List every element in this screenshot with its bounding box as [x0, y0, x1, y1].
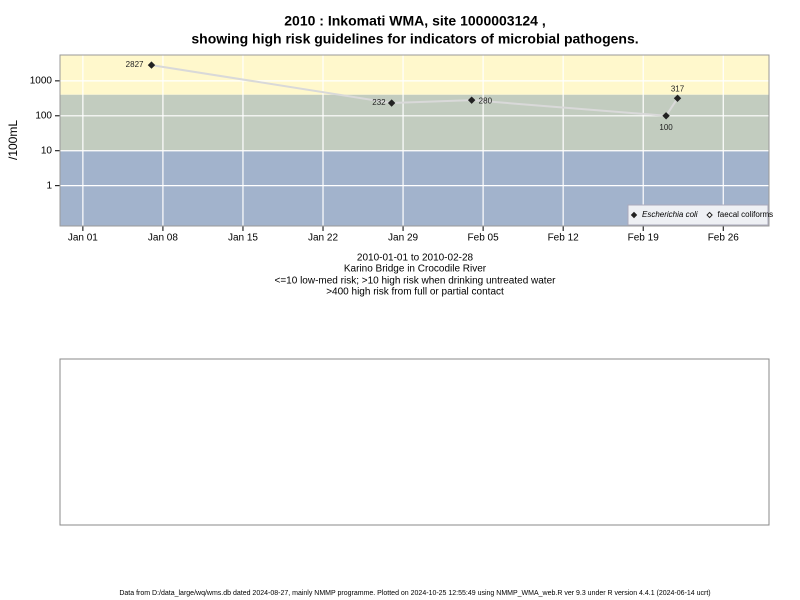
subtitle: >400 high risk from full or partial cont…: [326, 287, 504, 298]
data-point: [387, 99, 396, 107]
x-tick-label: Feb 19: [628, 233, 660, 244]
x-tick-label: Jan 22: [308, 233, 338, 244]
data-point: [662, 112, 670, 120]
data-label: 2827: [126, 60, 144, 69]
data-label: 317: [671, 84, 685, 93]
legend-label: Escherichia coli: [642, 210, 698, 219]
y-tick-label: 1: [46, 180, 52, 191]
x-tick-label: Feb 05: [468, 233, 500, 244]
x-tick-label: Jan 15: [228, 233, 258, 244]
risk-band: [60, 55, 769, 95]
x-tick-label: Jan 01: [68, 233, 98, 244]
risk-band: [60, 94, 769, 151]
data-label: 100: [659, 123, 673, 132]
y-tick-label: 1000: [30, 76, 53, 87]
chart-title: showing high risk guidelines for indicat…: [191, 31, 638, 47]
data-point: [147, 61, 156, 69]
x-tick-label: Jan 29: [388, 233, 418, 244]
subtitle: <=10 low-med risk; >10 high risk when dr…: [275, 276, 557, 287]
empty-panel: [59, 358, 770, 526]
plot-frame: [59, 54, 770, 227]
y-tick-label: 100: [35, 110, 52, 121]
subtitle: 2010-01-01 to 2010-02-28: [357, 253, 474, 264]
y-tick-label: 10: [41, 145, 53, 156]
x-tick-label: Jan 08: [148, 233, 178, 244]
y-axis-label: /100mL: [6, 120, 20, 160]
footer: Data from D:/data_large/wq/wms.db dated …: [119, 590, 710, 597]
x-tick-label: Feb 26: [708, 233, 740, 244]
chart-title: 2010 : Inkomati WMA, site 1000003124 ,: [284, 13, 545, 29]
x-tick-label: Feb 12: [548, 233, 580, 244]
data-label: 280: [479, 96, 493, 105]
subtitle: Karino Bridge in Crocodile River: [344, 264, 487, 275]
data-point: [673, 94, 682, 102]
data-point: [467, 96, 476, 104]
data-label: 232: [372, 98, 386, 107]
legend-box: [627, 204, 769, 226]
legend-label: faecal coliforms: [718, 210, 774, 219]
legend-marker: [630, 211, 638, 219]
legend-marker: [706, 211, 713, 219]
